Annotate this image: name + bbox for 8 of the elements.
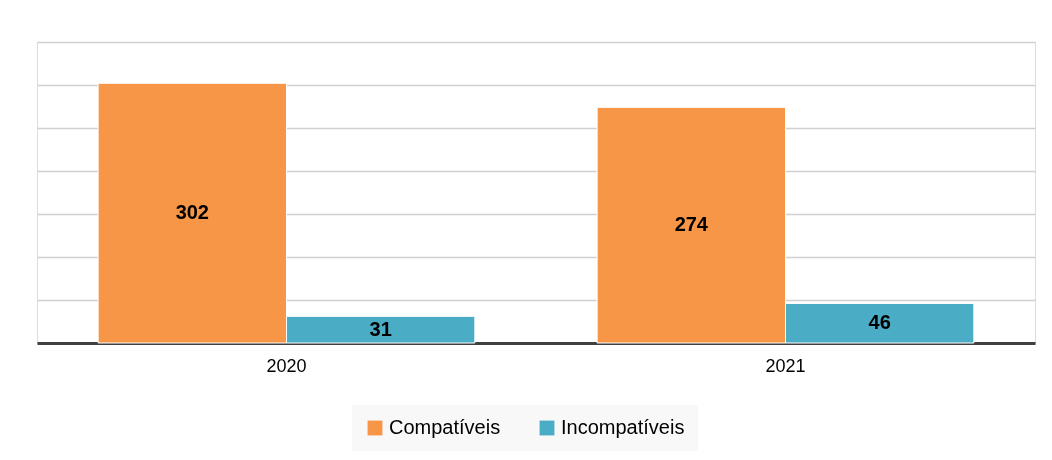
x-tick-label: 2020 [266,355,307,376]
data-label: 46 [868,311,891,334]
legend-label: Compatíveis [389,416,501,438]
data-label: 302 [175,201,209,224]
data-label: 274 [674,213,709,236]
legend-label: Incompatíveis [561,416,685,438]
x-tick-label: 2021 [765,355,806,376]
data-label: 31 [369,317,392,340]
